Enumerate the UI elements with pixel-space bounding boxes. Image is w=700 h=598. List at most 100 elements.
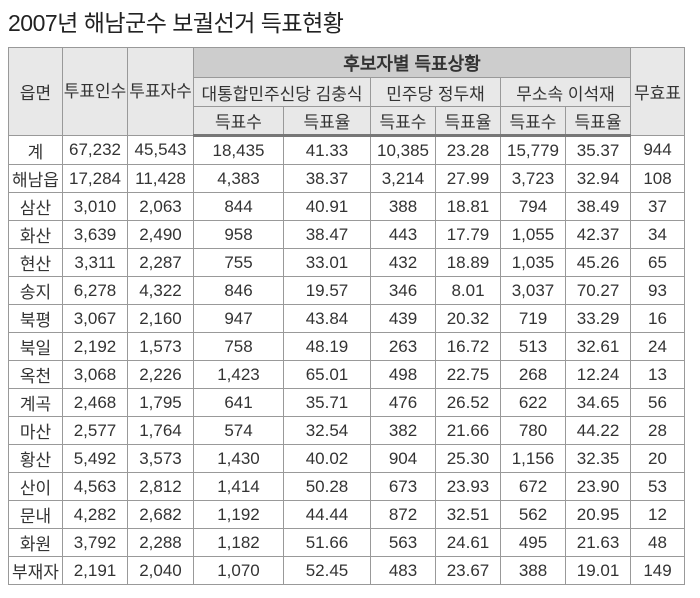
cell-rate-2: 20.32 (435, 304, 501, 333)
cell-votes-2: 872 (370, 500, 436, 529)
cell-votes-1: 758 (193, 332, 284, 361)
cell-voters: 2,192 (62, 332, 128, 361)
cell-turnout: 2,226 (127, 360, 194, 389)
cell-votes-1: 574 (193, 416, 284, 445)
header-votes: 득표수 (193, 106, 284, 137)
cell-voters: 67,232 (62, 135, 128, 165)
cell-voters: 2,191 (62, 556, 128, 585)
cell-votes-3: 672 (500, 472, 566, 501)
cell-rate-1: 43.84 (283, 304, 371, 333)
cell-rate-1: 32.54 (283, 416, 371, 445)
cell-turnout: 2,287 (127, 248, 194, 277)
cell-rate-2: 23.93 (435, 472, 501, 501)
cell-votes-1: 947 (193, 304, 284, 333)
cell-votes-1: 755 (193, 248, 284, 277)
cell-rate-3: 45.26 (564, 248, 632, 277)
cell-region: 북일 (8, 332, 63, 361)
table-row: 마산 2,577 1,764 574 32.54 382 21.66 780 44.22 28 (8, 416, 686, 445)
cell-invalid: 34 (630, 220, 686, 249)
header-voters: 투표인수 (62, 47, 128, 136)
cell-votes-3: 268 (500, 360, 566, 389)
cell-voters: 4,563 (62, 472, 128, 501)
cell-votes-3: 622 (500, 388, 566, 417)
cell-votes-3: 513 (500, 332, 566, 361)
cell-votes-3: 794 (500, 192, 566, 221)
cell-turnout: 4,322 (127, 276, 194, 305)
cell-rate-3: 21.63 (564, 528, 632, 557)
header-votes: 득표수 (370, 106, 436, 137)
cell-rate-2: 16.72 (435, 332, 501, 361)
cell-invalid: 13 (630, 360, 686, 389)
cell-region: 해남읍 (8, 164, 63, 193)
table-row: 화산 3,639 2,490 958 38.47 443 17.79 1,055 42.37 34 (8, 220, 686, 249)
cell-rate-2: 17.79 (435, 220, 501, 249)
cell-votes-2: 563 (370, 528, 436, 557)
header-invalid: 무효표 (630, 47, 686, 136)
table-row: 송지 6,278 4,322 846 19.57 346 8.01 3,037 70.27 93 (8, 276, 686, 305)
cell-turnout: 1,573 (127, 332, 194, 361)
table-row: 계 67,232 45,543 18,435 41.33 10,385 23.28 15,77… (8, 135, 686, 165)
cell-rate-2: 25.30 (435, 444, 501, 473)
cell-votes-3: 780 (500, 416, 566, 445)
cell-turnout: 2,040 (127, 556, 194, 585)
cell-votes-2: 3,214 (370, 164, 436, 193)
cell-voters: 6,278 (62, 276, 128, 305)
cell-turnout: 1,795 (127, 388, 194, 417)
table-row: 화원 3,792 2,288 1,182 51.66 563 24.61 495 21.63 48 (8, 528, 686, 557)
cell-invalid: 944 (630, 135, 686, 165)
cell-invalid: 20 (630, 444, 686, 473)
cell-voters: 3,068 (62, 360, 128, 389)
cell-rate-3: 38.49 (564, 192, 632, 221)
cell-region: 현산 (8, 248, 63, 277)
cell-region: 문내 (8, 500, 63, 529)
header-rate: 득표율 (435, 106, 501, 137)
cell-turnout: 3,573 (127, 444, 194, 473)
cell-voters: 5,492 (62, 444, 128, 473)
table-row: 삼산 3,010 2,063 844 40.91 388 18.81 794 38.49 37 (8, 192, 686, 221)
cell-votes-2: 483 (370, 556, 436, 585)
cell-rate-3: 32.61 (564, 332, 632, 361)
cell-voters: 17,284 (62, 164, 128, 193)
cell-rate-1: 44.44 (283, 500, 371, 529)
cell-turnout: 2,682 (127, 500, 194, 529)
cell-votes-2: 443 (370, 220, 436, 249)
table-row: 북평 3,067 2,160 947 43.84 439 20.32 719 33.29 16 (8, 304, 686, 333)
cell-votes-2: 476 (370, 388, 436, 417)
table-row: 해남읍 17,284 11,428 4,383 38.37 3,214 27.99 3,723… (8, 164, 686, 193)
cell-votes-2: 263 (370, 332, 436, 361)
cell-region: 북평 (8, 304, 63, 333)
cell-region: 마산 (8, 416, 63, 445)
table-row: 계곡 2,468 1,795 641 35.71 476 26.52 622 34.65 56 (8, 388, 686, 417)
cell-rate-3: 33.29 (564, 304, 632, 333)
cell-region: 옥천 (8, 360, 63, 389)
cell-invalid: 108 (630, 164, 686, 193)
cell-voters: 3,010 (62, 192, 128, 221)
cell-turnout: 45,543 (127, 135, 194, 165)
cell-rate-1: 50.28 (283, 472, 371, 501)
table-row: 현산 3,311 2,287 755 33.01 432 18.89 1,035 45.26 65 (8, 248, 686, 277)
cell-voters: 3,639 (62, 220, 128, 249)
cell-votes-3: 388 (500, 556, 566, 585)
cell-invalid: 12 (630, 500, 686, 529)
cell-rate-3: 42.37 (564, 220, 632, 249)
table-row: 황산 5,492 3,573 1,430 40.02 904 25.30 1,156 32.35… (8, 444, 686, 473)
cell-votes-1: 1,423 (193, 360, 284, 389)
cell-voters: 3,311 (62, 248, 128, 277)
header-candidate-2: 민주당 정두채 (370, 77, 501, 107)
header-rate: 득표율 (564, 106, 632, 137)
cell-invalid: 24 (630, 332, 686, 361)
cell-invalid: 65 (630, 248, 686, 277)
cell-votes-3: 1,035 (500, 248, 566, 277)
cell-voters: 3,067 (62, 304, 128, 333)
cell-votes-3: 562 (500, 500, 566, 529)
cell-rate-1: 52.45 (283, 556, 371, 585)
cell-votes-2: 388 (370, 192, 436, 221)
cell-region: 계 (8, 135, 63, 165)
cell-turnout: 2,288 (127, 528, 194, 557)
cell-rate-3: 32.35 (564, 444, 632, 473)
cell-votes-1: 844 (193, 192, 284, 221)
cell-votes-3: 1,055 (500, 220, 566, 249)
cell-votes-3: 495 (500, 528, 566, 557)
cell-votes-1: 1,182 (193, 528, 284, 557)
cell-votes-2: 439 (370, 304, 436, 333)
